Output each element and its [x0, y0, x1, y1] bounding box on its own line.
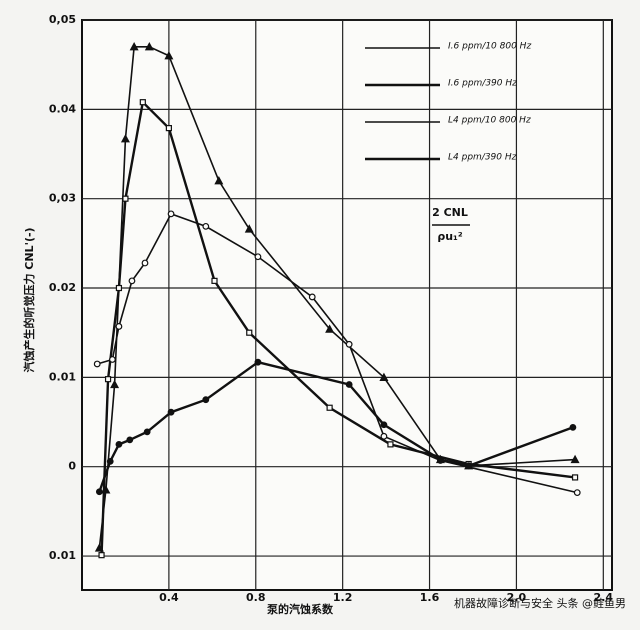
- marker: [110, 379, 120, 389]
- marker: [437, 456, 444, 463]
- marker: [325, 324, 335, 333]
- marker: [115, 323, 123, 330]
- marker: [254, 253, 262, 261]
- marker: [104, 376, 112, 383]
- y-tick-label: 0,03: [49, 192, 76, 205]
- x-tick-label: 1.2: [333, 591, 353, 604]
- marker: [569, 423, 577, 431]
- marker: [326, 404, 333, 411]
- marker: [115, 440, 123, 448]
- marker: [115, 284, 123, 292]
- marker: [246, 329, 253, 336]
- y-tick-label: 0.04: [49, 102, 76, 115]
- marker: [143, 428, 151, 436]
- legend-label: L4 ppm/390 Hz: [448, 153, 517, 163]
- marker: [144, 42, 154, 51]
- y-tick-label: 0,05: [49, 13, 76, 26]
- marker: [214, 176, 224, 185]
- marker: [254, 358, 262, 366]
- marker: [128, 277, 136, 285]
- marker: [126, 436, 134, 444]
- marker: [167, 210, 175, 218]
- x-tick-label: 0.8: [246, 591, 266, 604]
- marker: [109, 356, 116, 363]
- marker: [345, 381, 353, 388]
- y-axis-label: 汽蚀产生的听觉压力 CNL'(-): [22, 227, 36, 372]
- marker: [129, 42, 139, 51]
- marker: [120, 134, 130, 143]
- marker: [244, 224, 254, 233]
- marker: [95, 488, 103, 496]
- marker: [465, 462, 473, 470]
- marker: [98, 552, 105, 559]
- marker: [573, 489, 581, 497]
- series-line: [100, 99, 576, 556]
- x-tick-label: 2.4: [594, 591, 614, 604]
- marker: [380, 432, 388, 440]
- marker: [387, 441, 394, 448]
- marker: [93, 360, 101, 368]
- legend-label: I.6 ppm/10 800 Hz: [448, 42, 531, 52]
- y-tick-label: 0: [68, 460, 76, 473]
- series-line: [98, 46, 576, 549]
- y-tick-label: 0.01: [49, 370, 76, 383]
- x-tick-label: 0.4: [159, 591, 179, 604]
- x-axis-label: 泵的汽蚀系数: [267, 602, 334, 616]
- marker: [379, 372, 389, 381]
- marker: [122, 195, 129, 202]
- y-tick-label: 0.02: [49, 281, 76, 294]
- marker: [202, 222, 210, 230]
- x-tick-label: 1.6: [420, 591, 440, 604]
- marker: [380, 421, 388, 429]
- marker: [165, 125, 172, 132]
- marker: [202, 396, 210, 404]
- marker: [345, 340, 353, 348]
- y-tick-label: 0.01: [49, 549, 76, 562]
- marker: [141, 259, 149, 267]
- x-tick-label: 2.0: [507, 591, 527, 604]
- marker: [308, 293, 316, 301]
- legend-label: L4 ppm/10 800 Hz: [448, 116, 531, 126]
- marker: [164, 50, 174, 60]
- marker: [167, 408, 175, 416]
- marker: [106, 457, 114, 465]
- legend-box: [358, 28, 586, 178]
- annotation: ρu₁²: [437, 230, 463, 243]
- marker: [570, 454, 580, 464]
- marker: [211, 277, 218, 284]
- annotation: 2 CNL: [432, 206, 468, 219]
- watermark: 机器故障诊断与安全 头条 @鲑鱼男: [454, 596, 626, 610]
- marker: [139, 99, 146, 106]
- legend-label: I.6 ppm/390 Hz: [448, 79, 517, 89]
- marker: [571, 474, 579, 481]
